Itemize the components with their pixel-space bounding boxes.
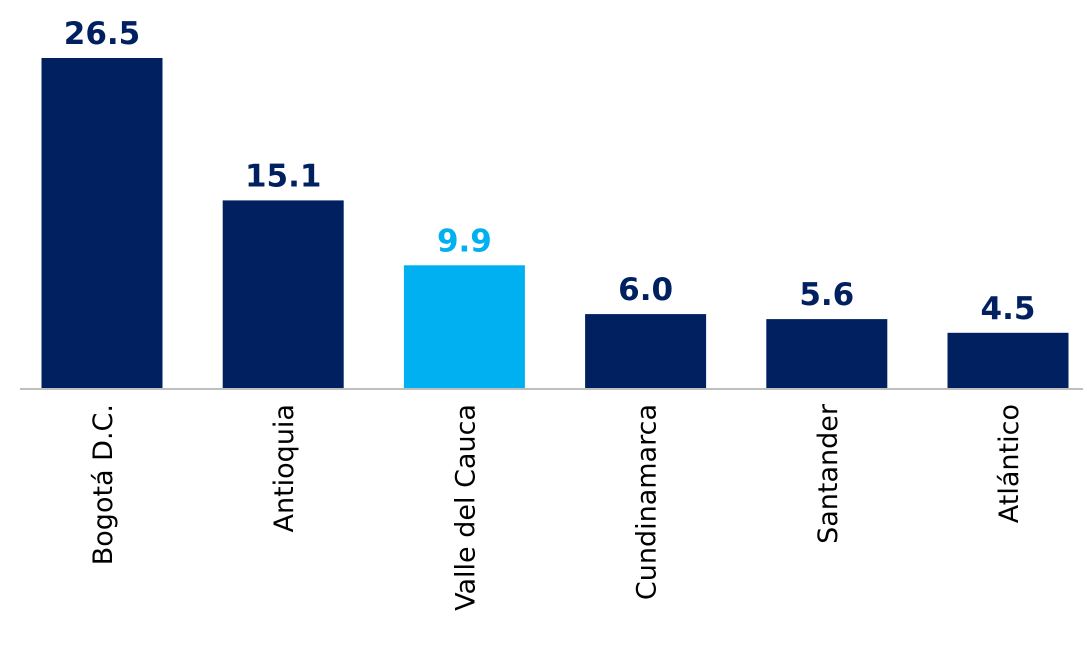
value-label-atlantico: 4.5	[981, 291, 1036, 327]
bar-cundinamarca	[585, 314, 707, 389]
category-label-bogota-d-c: Bogotá D.C.	[88, 404, 119, 565]
bar-santander	[766, 319, 888, 389]
category-label-santander: Santander	[813, 403, 844, 544]
value-label-antioquia: 15.1	[245, 158, 322, 194]
bars-layer	[41, 58, 1069, 389]
category-label-antioquia: Antioquia	[269, 404, 300, 533]
value-label-cundinamarca: 6.0	[618, 272, 673, 308]
value-label-santander: 5.6	[799, 277, 854, 313]
bar-valle-del-cauca	[403, 265, 525, 389]
category-label-cundinamarca: Cundinamarca	[632, 404, 663, 600]
category-label-valle-del-cauca: Valle del Cauca	[450, 404, 481, 611]
category-label-atlantico: Atlántico	[994, 404, 1025, 523]
value-label-valle-del-cauca: 9.9	[437, 223, 492, 259]
category-labels-layer: Bogotá D.C. Antioquia Valle del Cauca Cundi…	[88, 403, 1025, 611]
bar-atlantico	[947, 332, 1069, 389]
bar-bogota-d-c	[41, 58, 163, 389]
value-label-bogota-d-c: 26.5	[64, 16, 141, 52]
bar-antioquia	[222, 200, 344, 389]
value-labels-layer: 26.5 15.1 9.9 6.0 5.6 4.5	[64, 16, 1036, 327]
